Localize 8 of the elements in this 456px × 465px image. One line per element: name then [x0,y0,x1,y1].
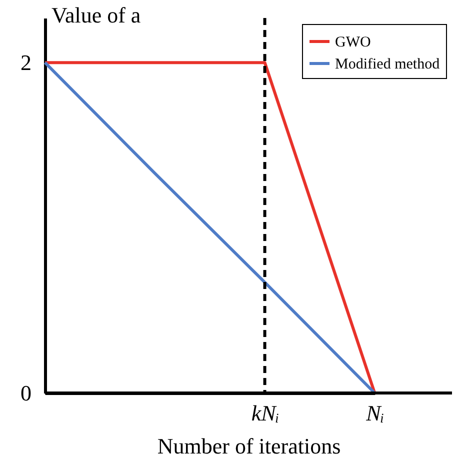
legend-label: Modified method [335,56,440,72]
x-tick-label: kNᵢ [251,400,280,426]
x-axis-title: Number of iterations [157,434,341,458]
y-axis-title: Value of a [52,2,141,28]
y-tick-label: 2 [20,50,32,76]
legend-label: GWO [335,34,371,50]
y-tick-label: 0 [20,380,32,406]
x-tick-label: Nᵢ [365,400,384,426]
